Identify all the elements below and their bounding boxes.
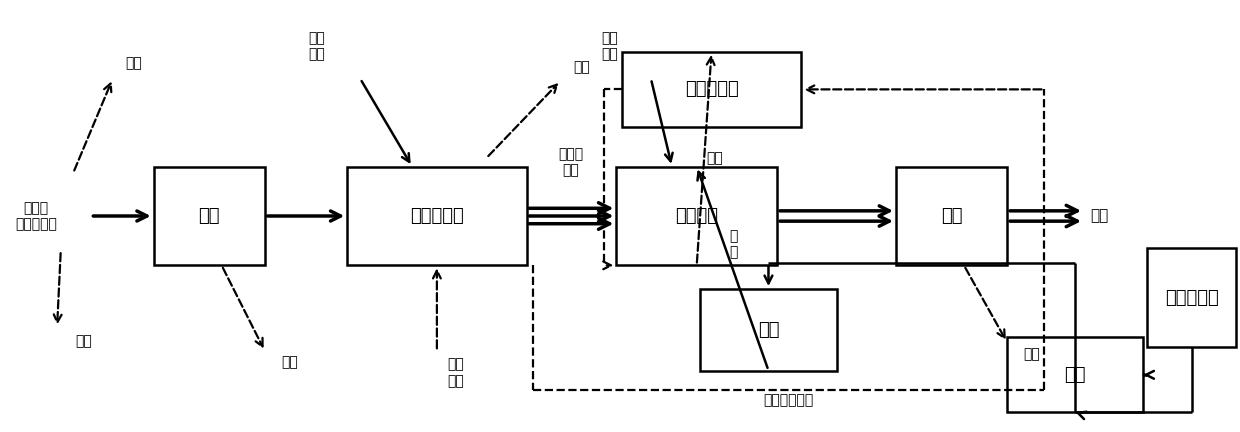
Text: 氯化亚
铁液: 氯化亚 铁液 [558, 147, 583, 178]
Text: 过滤: 过滤 [941, 207, 962, 225]
FancyBboxPatch shape [701, 289, 837, 371]
Text: 水循环加热: 水循环加热 [1164, 289, 1219, 307]
Text: 氯气: 氯气 [758, 321, 779, 339]
Text: 填料吸收: 填料吸收 [676, 207, 718, 225]
Text: 气
化: 气 化 [729, 229, 738, 259]
Text: 过量
铁屑: 过量 铁屑 [309, 31, 325, 61]
Text: 液氯: 液氯 [1065, 366, 1086, 384]
Text: 反应池置换: 反应池置换 [410, 207, 464, 225]
Text: 氯化亚铁溶液: 氯化亚铁溶液 [764, 393, 813, 407]
FancyBboxPatch shape [1007, 337, 1143, 413]
Text: 定量
铁屑: 定量 铁屑 [601, 31, 619, 61]
FancyBboxPatch shape [154, 167, 265, 265]
Text: 滤渣: 滤渣 [1023, 347, 1040, 361]
FancyBboxPatch shape [616, 167, 777, 265]
FancyBboxPatch shape [1147, 248, 1236, 347]
Text: 废盐酸
（存酸池）: 废盐酸 （存酸池） [15, 201, 57, 231]
Text: 沉渣: 沉渣 [76, 334, 92, 348]
Text: 残渣
噪音: 残渣 噪音 [446, 358, 464, 388]
Text: 酸雾: 酸雾 [125, 56, 141, 70]
Text: 尾气吸收塔: 尾气吸收塔 [684, 80, 739, 98]
Text: 产品: 产品 [1090, 209, 1109, 223]
FancyBboxPatch shape [621, 52, 801, 127]
Text: 滤渣: 滤渣 [281, 356, 298, 369]
Text: 氢气: 氢气 [573, 60, 590, 74]
FancyBboxPatch shape [347, 167, 527, 265]
Text: 尾气: 尾气 [707, 152, 723, 165]
Text: 过滤: 过滤 [198, 207, 219, 225]
FancyBboxPatch shape [897, 167, 1007, 265]
